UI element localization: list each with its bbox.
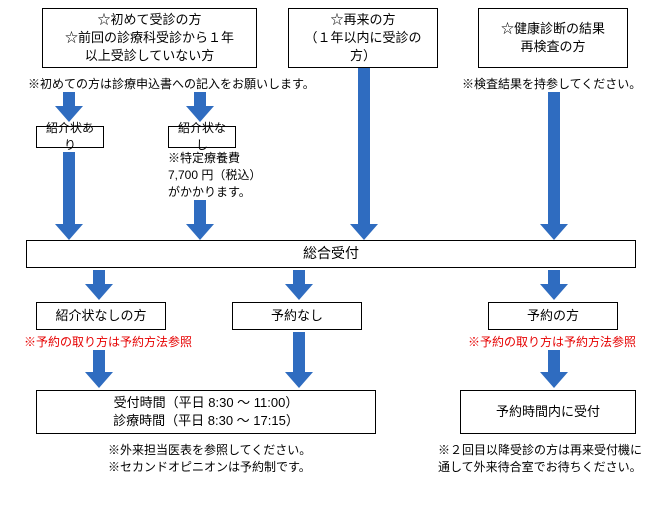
line: ☆再来の方 [330,11,395,29]
box-health-check: ☆健康診断の結果 再検査の方 [478,8,628,68]
box-appt-time: 予約時間内に受付 [460,390,636,434]
label: 総合受付 [303,244,359,264]
label: 紹介状あり [43,120,97,154]
arrow-icon [186,200,214,240]
box-no-appointment: 予約なし [232,302,362,330]
label: 予約なし [271,307,323,325]
line: ☆健康診断の結果 [501,20,605,38]
arrow-icon [350,68,378,240]
box-referral-no: 紹介状なし [168,126,236,148]
line: ☆初めて受診の方 [97,11,201,29]
note-bring-result: ※検査結果を持参してください。 [462,76,641,93]
arrow-icon [285,270,313,300]
line: 通して外来待合室でお待ちください。 [438,459,642,476]
line: 受付時間（平日 8:30 ～ 11:00） [114,394,299,412]
line: 診療時間（平日 8:30 ～ 17:15） [113,412,299,430]
line: 7,700 円（税込） [168,167,261,184]
line: ※セカンドオピニオンは予約制です。 [108,459,311,476]
box-referral-yes: 紹介状あり [36,126,104,148]
box-has-appointment: 予約の方 [488,302,618,330]
line: ※特定療養費 [168,150,261,167]
arrow-icon [55,92,83,122]
arrow-icon [285,332,313,388]
box-hours: 受付時間（平日 8:30 ～ 11:00） 診療時間（平日 8:30 ～ 17:… [36,390,376,434]
line: がかかります。 [168,184,261,201]
label: 予約の方 [527,307,579,325]
line: 再検査の方 [520,38,585,56]
box-reception: 総合受付 [26,240,636,268]
note-bottom-right: ※２回目以降受診の方は再来受付機に 通して外来待合室でお待ちください。 [438,442,642,476]
label: 紹介状なしの方 [55,307,146,325]
box-return-visit: ☆再来の方 （１年以内に受診の方） [288,8,438,68]
label: 紹介状なし [175,120,229,154]
line: （１年以内に受診の方） [295,29,431,65]
note-bottom-left: ※外来担当医表を参照してください。 ※セカンドオピニオンは予約制です。 [108,442,311,476]
note-appt-ref2: ※予約の取り方は予約方法参照 [468,334,636,351]
line: 以上受診していない方 [85,47,215,65]
box-no-referral: 紹介状なしの方 [36,302,166,330]
arrow-icon [55,152,83,240]
line: ※２回目以降受診の方は再来受付機に [438,442,642,459]
label: 予約時間内に受付 [496,403,600,421]
line: ☆前回の診療科受診から１年 [65,29,234,47]
arrow-icon [540,350,568,388]
note-first-form: ※初めての方は診療申込書への記入をお願いします。 [28,76,315,93]
arrow-icon [85,350,113,388]
note-fee: ※特定療養費 7,700 円（税込） がかかります。 [168,150,261,200]
arrow-icon [85,270,113,300]
arrow-icon [540,270,568,300]
arrow-icon [540,92,568,240]
arrow-icon [186,92,214,122]
line: ※外来担当医表を参照してください。 [108,442,311,459]
box-first-visit: ☆初めて受診の方 ☆前回の診療科受診から１年 以上受診していない方 [42,8,257,68]
note-appt-ref1: ※予約の取り方は予約方法参照 [24,334,192,351]
